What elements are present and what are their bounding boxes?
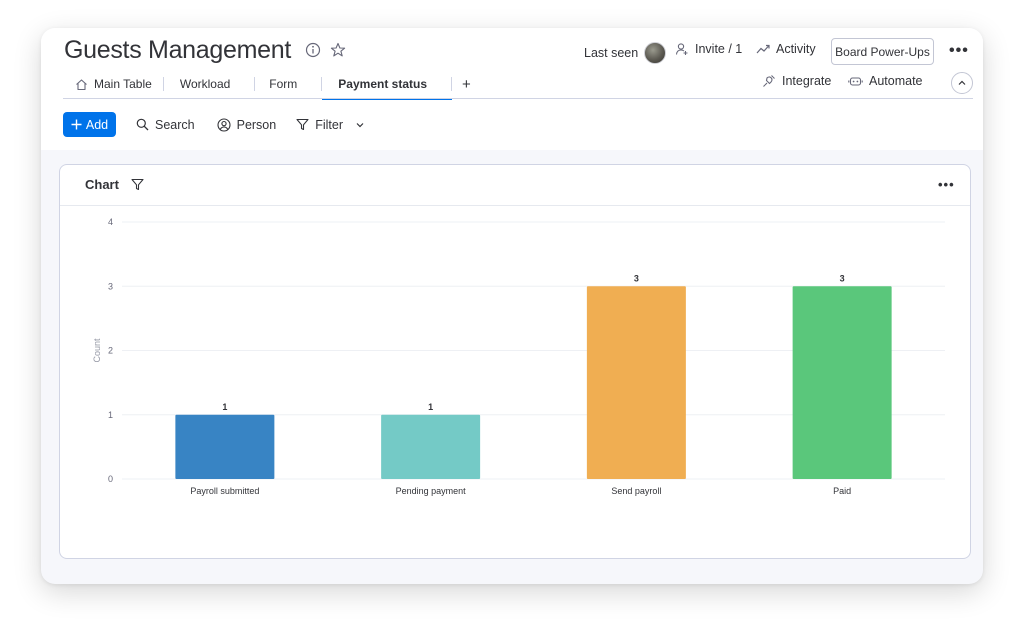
automate-label: Automate [869, 74, 923, 88]
tab-main-table[interactable]: Main Table [63, 70, 164, 98]
collapse-header-button[interactable] [951, 72, 973, 94]
tabs-divider [63, 98, 973, 99]
automate-button[interactable]: Automate [848, 74, 923, 88]
person-filter-button[interactable]: Person [217, 117, 277, 132]
board-header: Guests Management Last seen Invite / 1 A… [41, 28, 983, 150]
bar [175, 414, 275, 479]
board-power-ups-button[interactable]: Board Power-Ups [831, 38, 934, 65]
tab-form-label: Form [269, 77, 298, 91]
star-icon[interactable] [330, 42, 346, 58]
chart-widget-title[interactable]: Chart [85, 177, 119, 192]
x-tick-label: Send payroll [611, 486, 661, 496]
data-label: 3 [634, 273, 639, 283]
tab-payment-status-label: Payment status [338, 77, 427, 91]
board-toolbar: Add Search Person Filter [63, 112, 365, 137]
x-tick-label: Pending payment [396, 486, 467, 496]
bar [381, 414, 481, 479]
tab-workload-label: Workload [179, 77, 231, 91]
board-more-menu[interactable]: ••• [949, 42, 969, 59]
data-label: 1 [428, 402, 433, 412]
y-axis-label: Count [92, 338, 102, 363]
plus-icon [71, 119, 82, 130]
home-icon [75, 78, 88, 91]
bar [792, 286, 892, 479]
data-label: 1 [222, 402, 227, 412]
chart-widget-title-group: Chart [85, 177, 144, 192]
y-tick-label: 2 [108, 346, 113, 356]
bar-chart: 0 1 2 3 4 Count 1 Payroll submitted 1 Pending pay… [92, 217, 945, 496]
robot-icon [848, 74, 863, 88]
board-title[interactable]: Guests Management [64, 36, 291, 64]
add-button-label: Add [85, 117, 109, 132]
person-add-icon [675, 42, 689, 56]
filter-button[interactable]: Filter [296, 118, 365, 132]
last-seen-label: Last seen [584, 46, 639, 60]
search-button[interactable]: Search [136, 118, 195, 132]
x-tick-label: Paid [833, 486, 851, 496]
search-icon [136, 118, 149, 131]
plug-icon [762, 74, 776, 88]
person-label: Person [236, 117, 277, 132]
info-icon[interactable] [305, 42, 321, 58]
tab-main-table-label: Main Table [94, 77, 152, 91]
x-tick-label: Payroll submitted [190, 486, 259, 496]
chart-widget: Chart ••• 0 1 2 3 4 Count 1 Payroll submitted 1 P… [59, 164, 971, 559]
filter-icon [296, 118, 309, 131]
y-tick-label: 0 [108, 474, 113, 484]
y-tick-label: 3 [108, 281, 113, 291]
add-view-button[interactable]: + [462, 75, 471, 93]
chart-widget-header: Chart ••• [60, 165, 970, 206]
filter-label: Filter [315, 117, 343, 132]
search-label: Search [155, 117, 195, 132]
activity-label: Activity [776, 42, 816, 56]
person-icon [217, 117, 231, 132]
trend-icon [756, 42, 770, 56]
bar [586, 286, 686, 479]
chevron-up-icon [957, 78, 967, 88]
view-tabs: Main Table Workload Form Payment status … [63, 70, 481, 100]
tab-payment-status[interactable]: Payment status [322, 70, 452, 100]
add-button[interactable]: Add [63, 112, 116, 137]
avatar [644, 42, 667, 64]
y-tick-label: 4 [108, 217, 113, 227]
y-tick-label: 1 [108, 410, 113, 420]
invite-button[interactable]: Invite / 1 [675, 42, 742, 56]
tab-workload[interactable]: Workload [164, 70, 256, 98]
chevron-down-icon[interactable] [355, 120, 365, 130]
filter-icon[interactable] [131, 178, 144, 191]
tab-form[interactable]: Form [255, 70, 323, 98]
integrate-button[interactable]: Integrate [762, 74, 831, 88]
data-label: 3 [840, 273, 845, 283]
last-seen[interactable]: Last seen [584, 42, 667, 64]
board-window: Guests Management Last seen Invite / 1 A… [41, 28, 983, 584]
chart-widget-menu[interactable]: ••• [938, 177, 955, 192]
invite-label: Invite / 1 [695, 42, 743, 56]
activity-button[interactable]: Activity [756, 42, 816, 56]
integrate-label: Integrate [782, 74, 832, 88]
